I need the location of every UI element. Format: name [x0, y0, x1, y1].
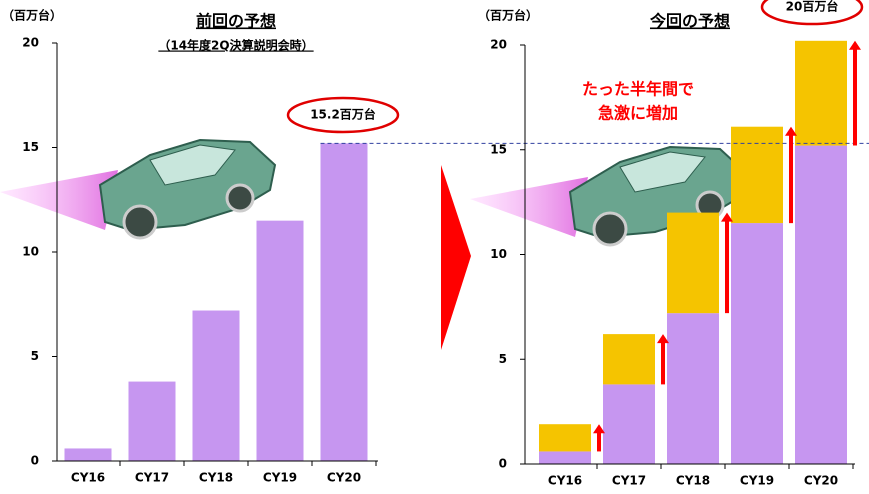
x-tick-label: CY20 — [804, 474, 838, 488]
x-tick-label: CY16 — [71, 471, 105, 485]
bar — [731, 126, 783, 224]
bar — [128, 381, 176, 461]
x-tick-label: CY17 — [612, 474, 646, 488]
y-tick-label: 15 — [22, 140, 39, 154]
y-tick-label: 20 — [22, 36, 39, 50]
transition-arrow — [441, 165, 471, 350]
y-axis-label: （百万台） — [2, 8, 62, 23]
annotation: たった半年間で — [582, 80, 694, 99]
annotation: 急激に増加 — [598, 104, 678, 123]
callout: 15.2百万台 — [310, 107, 376, 122]
chart-subtitle: （14年度2Q決算説明会時） — [158, 38, 313, 53]
y-tick-label: 0 — [499, 457, 507, 471]
y-tick-label: 10 — [22, 245, 39, 259]
bar — [731, 223, 783, 464]
x-tick-label: CY19 — [740, 474, 774, 488]
arrow-head — [657, 334, 669, 344]
arrow-head — [849, 40, 861, 50]
callout: 20百万台 — [786, 0, 839, 14]
chart-title: 今回の予想 — [649, 12, 730, 31]
bar — [64, 448, 112, 461]
x-tick-label: CY18 — [199, 471, 233, 485]
bar — [192, 310, 240, 461]
arrow-head — [785, 126, 797, 136]
x-tick-label: CY16 — [548, 474, 582, 488]
bar — [256, 220, 304, 461]
bar — [603, 384, 655, 464]
y-tick-label: 5 — [499, 352, 507, 366]
x-tick-label: CY18 — [676, 474, 710, 488]
bar — [320, 143, 368, 461]
callout-ellipse — [760, 0, 864, 26]
arrow-head — [721, 212, 733, 222]
bar — [795, 145, 847, 464]
bar — [667, 313, 719, 464]
y-tick-label: 15 — [490, 142, 507, 156]
y-tick-label: 20 — [490, 38, 507, 52]
arrow-head — [593, 424, 605, 434]
bar — [539, 424, 591, 452]
bar — [667, 212, 719, 314]
y-tick-label: 10 — [490, 247, 507, 261]
x-tick-label: CY20 — [327, 471, 361, 485]
bar — [795, 40, 847, 146]
y-tick-label: 0 — [31, 454, 39, 468]
y-axis-label: （百万台） — [478, 8, 538, 23]
callout-ellipse — [286, 96, 400, 134]
bar — [539, 451, 591, 464]
x-tick-label: CY17 — [135, 471, 169, 485]
bar — [603, 334, 655, 385]
chart-title: 前回の予想 — [196, 12, 276, 31]
y-tick-label: 5 — [31, 349, 39, 363]
car-illustration — [0, 138, 277, 240]
x-tick-label: CY19 — [263, 471, 297, 485]
